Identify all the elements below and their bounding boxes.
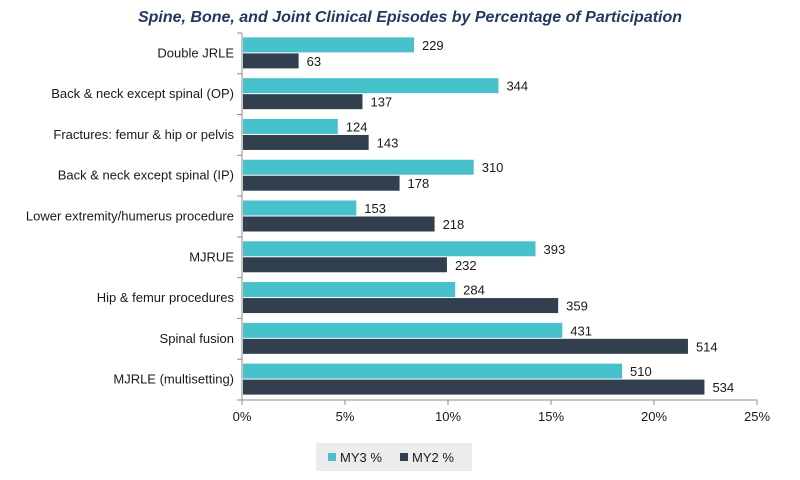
x-tick-label: 25% <box>744 409 770 424</box>
data-label: 534 <box>712 380 734 395</box>
data-label: 393 <box>544 242 566 257</box>
category-label: MJRUE <box>189 249 234 264</box>
category-label: Back & neck except spinal (IP) <box>58 168 234 183</box>
category-label: Lower extremity/humerus procedure <box>26 209 234 224</box>
bar-my2 <box>243 257 447 273</box>
data-label: 137 <box>370 95 392 110</box>
x-tick-label: 5% <box>336 409 355 424</box>
bar-my3 <box>243 363 623 379</box>
data-label: 510 <box>630 364 652 379</box>
bar-my2 <box>243 94 363 110</box>
category-label: MJRLE (multisetting) <box>113 372 234 387</box>
bar-my3 <box>243 159 474 175</box>
x-tick-label: 15% <box>538 409 564 424</box>
data-label: 310 <box>482 160 504 175</box>
bar-my2 <box>243 134 369 150</box>
bar-my3 <box>243 282 456 298</box>
data-label: 344 <box>506 79 528 94</box>
legend-box <box>316 443 472 471</box>
x-tick-label: 0% <box>233 409 252 424</box>
data-label: 143 <box>377 135 399 150</box>
legend-swatch <box>400 453 408 461</box>
data-label: 178 <box>408 176 430 191</box>
bar-my3 <box>243 322 563 338</box>
data-label: 153 <box>364 201 386 216</box>
data-label: 218 <box>443 217 465 232</box>
data-label: 229 <box>422 38 444 53</box>
bar-my3 <box>243 200 357 216</box>
data-label: 124 <box>346 119 368 134</box>
bar-my2 <box>243 338 688 354</box>
x-tick-label: 20% <box>641 409 667 424</box>
bar-my2 <box>243 53 299 69</box>
category-label: Hip & femur procedures <box>97 290 235 305</box>
data-label: 63 <box>307 54 321 69</box>
bar-my2 <box>243 298 559 314</box>
legend: MY3 % MY2 % <box>316 443 472 471</box>
chart-title: Spine, Bone, and Joint Clinical Episodes… <box>138 9 682 26</box>
data-label: 232 <box>455 258 477 273</box>
legend-swatch <box>328 453 336 461</box>
data-label: 359 <box>566 299 588 314</box>
category-label: Double JRLE <box>157 45 234 60</box>
category-label: Back & neck except spinal (OP) <box>51 86 234 101</box>
category-label: Fractures: femur & hip or pelvis <box>53 127 234 142</box>
bar-my3 <box>243 37 414 53</box>
bar-my3 <box>243 118 338 134</box>
data-label: 514 <box>696 339 718 354</box>
data-label: 284 <box>463 283 485 298</box>
bar-my2 <box>243 379 705 395</box>
legend-label: MY2 % <box>412 450 454 465</box>
bar-my3 <box>243 241 536 257</box>
bar-my3 <box>243 78 499 94</box>
legend-label: MY3 % <box>340 450 382 465</box>
data-label: 431 <box>570 323 592 338</box>
category-label: Spinal fusion <box>160 331 234 346</box>
plot-area: 0% 5% 10% 15% 20% 25% Double JRLE 229 63 Back & n… <box>26 32 770 424</box>
bar-my2 <box>243 216 435 232</box>
bar-my2 <box>243 175 400 191</box>
x-tick-label: 10% <box>435 409 461 424</box>
